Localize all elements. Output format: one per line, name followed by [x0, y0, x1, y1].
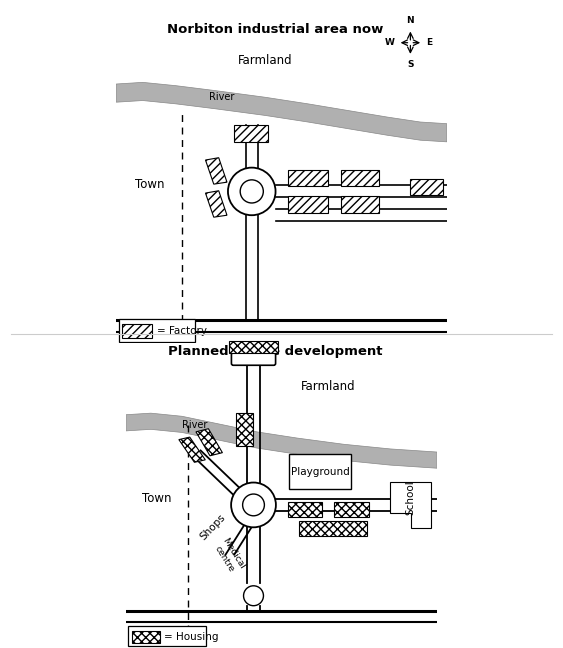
Text: River: River: [209, 92, 235, 102]
Text: E: E: [426, 38, 432, 47]
Polygon shape: [390, 481, 431, 528]
Circle shape: [228, 168, 275, 215]
FancyBboxPatch shape: [334, 502, 369, 517]
Polygon shape: [179, 437, 205, 462]
Text: Shops: Shops: [198, 512, 227, 542]
Text: Town: Town: [142, 492, 172, 505]
Text: Town: Town: [135, 178, 164, 191]
FancyBboxPatch shape: [288, 196, 328, 213]
FancyBboxPatch shape: [119, 319, 195, 341]
FancyBboxPatch shape: [341, 170, 379, 187]
FancyBboxPatch shape: [132, 631, 159, 643]
Polygon shape: [126, 413, 437, 469]
Circle shape: [243, 494, 265, 516]
Circle shape: [240, 180, 263, 203]
Circle shape: [231, 483, 276, 527]
Text: Planned future development: Planned future development: [168, 345, 382, 358]
Text: Farmland: Farmland: [238, 54, 292, 67]
FancyBboxPatch shape: [410, 179, 444, 195]
FancyBboxPatch shape: [298, 521, 367, 536]
Polygon shape: [117, 82, 446, 142]
Polygon shape: [205, 191, 227, 217]
Text: S: S: [407, 60, 414, 69]
FancyBboxPatch shape: [236, 413, 253, 446]
Polygon shape: [196, 429, 222, 456]
Text: Farmland: Farmland: [301, 380, 355, 393]
Text: = Factory: = Factory: [157, 326, 207, 336]
FancyBboxPatch shape: [289, 454, 351, 489]
FancyBboxPatch shape: [128, 626, 206, 647]
FancyBboxPatch shape: [234, 125, 269, 142]
Circle shape: [244, 586, 263, 606]
FancyBboxPatch shape: [122, 324, 152, 338]
Text: W: W: [385, 38, 395, 47]
Text: School: School: [405, 480, 415, 515]
FancyBboxPatch shape: [288, 170, 328, 187]
Text: Playground: Playground: [291, 467, 350, 477]
FancyBboxPatch shape: [229, 341, 278, 353]
Text: Norbiton industrial area now: Norbiton industrial area now: [167, 23, 383, 36]
Text: = Housing: = Housing: [164, 632, 218, 642]
Polygon shape: [205, 157, 227, 184]
FancyBboxPatch shape: [231, 353, 276, 365]
Text: N: N: [406, 16, 414, 25]
FancyBboxPatch shape: [288, 502, 322, 517]
Text: River: River: [182, 420, 207, 430]
Text: Medical
centre: Medical centre: [211, 537, 246, 576]
FancyBboxPatch shape: [341, 196, 379, 213]
